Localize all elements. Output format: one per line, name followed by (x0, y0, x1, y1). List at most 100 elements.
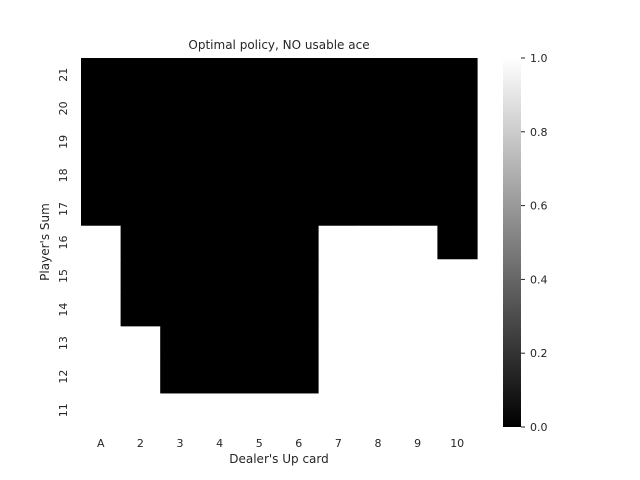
heatmap-cell (437, 192, 478, 227)
heatmap-cell (239, 158, 280, 193)
colorbar-tick-label: 0.4 (530, 273, 548, 286)
heatmap-cell (358, 158, 399, 193)
heatmap-cell (199, 259, 240, 294)
heatmap-cell (81, 225, 122, 260)
heatmap-cell (239, 225, 280, 260)
heatmap-cell (437, 359, 478, 395)
y-tick-label: 11 (57, 403, 70, 417)
heatmap-cell (437, 326, 478, 361)
heatmap-cell (239, 58, 280, 93)
heatmap-cell (160, 359, 201, 395)
colorbar-tick-label: 1.0 (530, 52, 548, 65)
heatmap-cell (437, 292, 478, 327)
x-tick-label: 6 (295, 437, 302, 450)
heatmap-cell (358, 359, 399, 395)
y-tick-labels: 21 20 19 18 17 16 15 14 13 12 11 (57, 68, 70, 417)
x-tick-label: A (97, 437, 105, 450)
x-tick-label: 3 (177, 437, 184, 450)
heatmap-cell (358, 58, 399, 93)
heatmap-cell (160, 393, 201, 428)
heatmap-cell (318, 292, 359, 327)
x-tick-label: 9 (414, 437, 421, 450)
heatmap-cell (239, 393, 280, 428)
heatmap-cell (120, 125, 161, 160)
heatmap-cell (279, 359, 320, 395)
heatmap-cell (160, 58, 201, 93)
heatmap-cell (239, 359, 280, 395)
heatmap-cell (318, 158, 359, 193)
y-tick-label: 19 (57, 135, 70, 149)
y-tick-label: 21 (57, 68, 70, 82)
heatmap-cell (81, 125, 122, 160)
heatmap-cell (199, 158, 240, 193)
heatmap-cell (160, 158, 201, 193)
heatmap-cell (437, 259, 478, 294)
heatmap-cell (120, 259, 161, 294)
heatmap-cell (279, 125, 320, 160)
heatmap-cell (318, 326, 359, 361)
heatmap-cell (318, 125, 359, 160)
colorbar-tick-label: 0.8 (530, 126, 548, 139)
heatmap-cell (358, 125, 399, 160)
heatmap-cell (397, 91, 438, 126)
heatmap-cell (239, 91, 280, 126)
heatmap-cell (397, 393, 438, 428)
heatmap-cell (397, 158, 438, 193)
heatmap-cell (397, 225, 438, 260)
heatmap-cell (397, 259, 438, 294)
heatmap-cell (437, 158, 478, 193)
heatmap-cell (160, 326, 201, 361)
heatmap-cell (160, 192, 201, 227)
heatmap-cell (81, 58, 122, 93)
heatmap-cell (397, 326, 438, 361)
heatmap-cell (160, 225, 201, 260)
y-tick-label: 15 (57, 269, 70, 283)
colorbar-tick-label: 0.0 (530, 421, 548, 434)
heatmap-cell (120, 158, 161, 193)
heatmap-cell (120, 359, 161, 395)
heatmap-cell (279, 58, 320, 93)
heatmap-cell (199, 393, 240, 428)
heatmap-cell (318, 225, 359, 260)
heatmap-cell (397, 359, 438, 395)
heatmap-cell (318, 192, 359, 227)
heatmap-cell (358, 259, 399, 294)
heatmap-cell (318, 359, 359, 395)
x-axis-label: Dealer's Up card (229, 452, 329, 466)
y-tick-label: 17 (57, 202, 70, 216)
heatmap-cell (199, 192, 240, 227)
heatmap-cell (437, 393, 478, 428)
heatmap-cell (397, 292, 438, 327)
heatmap-cell (358, 326, 399, 361)
heatmap-cell (81, 326, 122, 361)
heatmap-cell (81, 393, 122, 428)
heatmap-cell (160, 292, 201, 327)
heatmap-cell (279, 91, 320, 126)
heatmap-cell (199, 326, 240, 361)
x-tick-label: 7 (335, 437, 342, 450)
heatmap-cell (120, 225, 161, 260)
heatmap-cell (358, 225, 399, 260)
heatmap-cell (199, 359, 240, 395)
heatmap-cell (160, 259, 201, 294)
heatmap-cell (358, 292, 399, 327)
x-tick-label: 8 (375, 437, 382, 450)
heatmap-cell (279, 158, 320, 193)
heatmap-cell (397, 192, 438, 227)
heatmap-cell (199, 125, 240, 160)
heatmap-cell (81, 259, 122, 294)
heatmap-cell (120, 326, 161, 361)
heatmap-cell (437, 58, 478, 93)
heatmap-cell (239, 125, 280, 160)
heatmap-cell (397, 125, 438, 160)
heatmap-cell (199, 58, 240, 93)
y-tick-label: 13 (57, 336, 70, 350)
x-tick-label: 4 (216, 437, 223, 450)
heatmap-cell (279, 259, 320, 294)
colorbar-tick-label: 0.6 (530, 200, 548, 213)
colorbar-tick-label: 0.2 (530, 347, 548, 360)
x-tick-label: 2 (137, 437, 144, 450)
heatmap-cell (279, 292, 320, 327)
heatmap-cell (318, 259, 359, 294)
